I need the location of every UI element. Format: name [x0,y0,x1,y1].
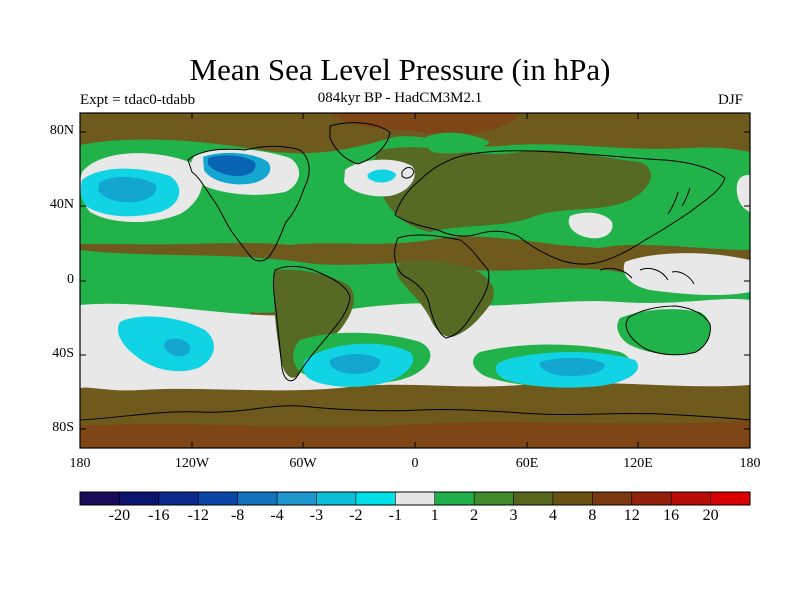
coast-japan [667,187,691,215]
colorbar-frame [79,491,751,506]
coast-maritime-continent [599,267,695,285]
colorbar-label: -12 [187,507,209,524]
lon-label-60w: 60W [289,456,317,471]
colorbar-swatch [316,492,357,505]
field-arctic-brown [330,113,520,135]
colorbar-label: 2 [470,507,479,524]
colorbar-label: 3 [509,507,518,524]
chart-title: Mean Sea Level Pressure (in hPa) [189,52,611,87]
colorbar-label: -16 [148,507,170,524]
lat-label-0: 0 [67,272,74,287]
field-australia-green [617,309,711,355]
colorbar-swatch [80,492,120,505]
colorbar-label: 12 [623,507,640,524]
field-north-pacific-lightblue [98,176,157,203]
colorbar-swatch [198,492,239,505]
colorbar-label: -1 [388,507,402,524]
field-canada-blue [208,155,256,176]
colorbar-label: -2 [349,507,363,524]
colorbar-label: 4 [548,507,557,524]
colorbar-swatch [552,492,593,505]
coast-australia [625,305,711,356]
colorbar-label: 8 [588,507,597,524]
lat-label-40n: 40N [49,197,74,212]
coast-africa [394,234,490,339]
lon-label-180w: 180 [69,456,91,471]
colorbar-swatch [671,492,712,505]
lat-label-80s: 80S [52,420,74,435]
colorbar-swatch [710,492,751,505]
colorbar-swatch [474,492,515,505]
colorbar-label: -3 [309,507,324,524]
colorbar-swatch [434,492,475,505]
coast-antarctica [80,405,750,421]
lat-label-80n: 80N [49,123,74,138]
colorbar-swatch [119,492,160,505]
coast-greenland [329,122,391,165]
lon-label-120e: 120E [623,456,653,471]
tick-marks [80,113,750,448]
colorbar-swatch [277,492,317,505]
colorbar-swatch [355,492,396,505]
field-west-pacific-white [568,212,613,239]
field-south-pacific-lightblue [164,338,191,357]
experiment-label: Expt = tdac0-tdabb [80,92,196,108]
colorbar [79,491,751,506]
coast-eurasia [394,150,726,265]
field-africa-dark-green [396,260,494,337]
coast-british-isles [401,167,415,179]
colorbar-swatch [592,492,633,505]
field-southern-ocean-brown [80,420,750,448]
colorbar-label: 20 [702,507,719,524]
colorbar-swatch [395,492,436,505]
colorbar-label: 16 [663,507,680,524]
season-label: DJF [718,92,744,108]
colorbar-swatch [158,492,199,505]
lat-label-40s: 40S [52,346,74,361]
field-equatorial-pacific-white [623,253,750,296]
chart-subtitle: 084kyr BP - HadCM3M2.1 [317,90,483,106]
field-arctic-green [420,132,490,154]
field-eurasia-dark-green [373,147,651,232]
lon-label-60e: 60E [515,456,539,471]
field-east-atlantic-white [736,174,750,212]
field-north-atlantic-cyan [367,169,396,183]
colorbar-swatch [237,492,278,505]
pressure-field [80,113,750,448]
lon-label-0: 0 [411,456,419,471]
field-south-atlantic-lightblue [329,354,381,374]
colorbar-label: -8 [230,507,245,524]
coast-south-america [272,265,351,382]
lon-label-120w: 120W [174,456,210,471]
colorbar-label: -20 [108,507,131,524]
colorbar-swatch [513,492,554,505]
coast-north-america [187,145,310,262]
field-south-indian-lightblue [539,357,605,376]
lon-label-180e: 180 [739,456,761,471]
colorbar-label: 1 [430,507,439,524]
colorbar-label: -4 [270,507,284,524]
coastlines [80,122,750,421]
colorbar-swatch [631,492,672,505]
